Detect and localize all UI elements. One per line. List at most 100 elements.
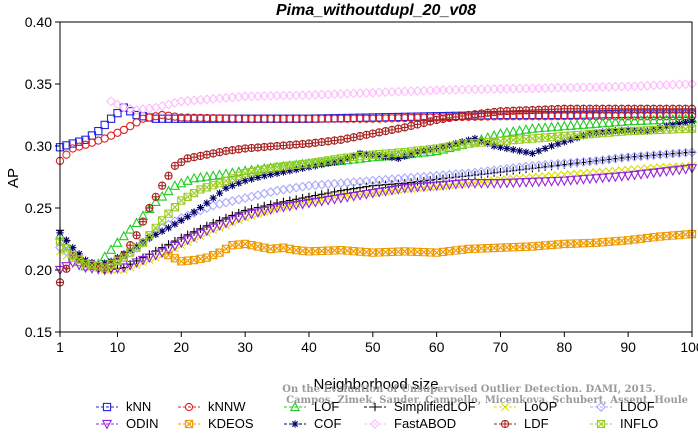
y-tick-label: 0.15	[25, 324, 52, 340]
series-point-cof	[413, 148, 422, 156]
series-point-knnw	[323, 114, 333, 123]
series-point-odin	[169, 241, 181, 252]
series-point-lof	[565, 120, 576, 130]
series-point-knn	[75, 137, 84, 146]
series-point-odin	[514, 178, 525, 189]
series-point-knnw	[311, 114, 320, 123]
series-point-lof	[578, 119, 589, 129]
series-point-odin	[552, 176, 564, 187]
series-point-simplifiedlof	[451, 173, 460, 182]
y-axis: 0.15 0.20 0.25 0.30 0.35 0.40	[25, 14, 60, 340]
series-point-knnw	[189, 113, 199, 122]
series-point-cof	[171, 220, 179, 228]
series-point-lof	[629, 115, 640, 126]
series-point-odin	[374, 187, 385, 198]
series-point-odin	[278, 202, 289, 213]
series-point-lof	[240, 165, 251, 175]
series-point-ldf	[164, 171, 173, 180]
series-point-knn	[151, 114, 160, 123]
series-point-odin	[208, 223, 219, 234]
series-point-cof	[611, 127, 619, 135]
series-point-odin	[463, 179, 474, 189]
series-point-cof	[458, 138, 466, 146]
series-point-knnw	[138, 114, 148, 123]
series-point-lof	[603, 117, 615, 127]
series-point-cof	[547, 142, 556, 150]
series-point-odin	[265, 205, 276, 216]
series-point-cof	[599, 128, 607, 136]
series-point-simplifiedlof	[470, 170, 480, 180]
series-point-ldf	[394, 124, 403, 133]
series-point-ldf	[177, 157, 186, 167]
x-tick-label: 100	[680, 339, 698, 355]
series-point-cof	[190, 208, 198, 216]
series-point-simplifiedlof	[509, 166, 518, 175]
series-point-cof	[292, 165, 300, 174]
series-point-simplifiedlof	[279, 197, 288, 206]
series-point-odin	[667, 166, 678, 177]
series-point-odin	[323, 195, 334, 206]
watermark-line-2: Campos, Zimek, Sander, Campello, Micenko…	[286, 395, 688, 406]
series-point-odin	[476, 179, 487, 189]
series-point-simplifiedlof	[515, 165, 524, 174]
series-point-cof	[298, 164, 307, 172]
series-point-knn	[106, 114, 116, 123]
series-point-odin	[623, 171, 634, 182]
series-point-knnw	[330, 114, 339, 123]
legend-label: LOF	[314, 399, 339, 414]
series-point-lof	[125, 223, 136, 234]
series-point-odin	[457, 179, 468, 190]
legend-item-odin: ODIN	[96, 416, 159, 431]
series-point-lof	[182, 175, 193, 185]
y-tick-label: 0.30	[25, 138, 52, 154]
series-point-cof	[535, 147, 543, 155]
series-point-cof	[228, 182, 236, 190]
series-odin	[54, 164, 698, 276]
series-point-inflo	[138, 238, 148, 247]
series-point-lof	[105, 244, 117, 254]
series-point-cof	[139, 238, 147, 246]
series-point-inflo	[157, 216, 167, 225]
series-point-cof	[267, 170, 275, 179]
series-point-fastabod	[112, 99, 123, 110]
series-point-cof	[158, 227, 166, 235]
series-point-lof	[118, 230, 129, 241]
series-point-odin	[508, 178, 519, 189]
series-point-simplifiedlof	[355, 183, 365, 192]
series-point-odin	[406, 183, 417, 194]
series-point-ldf	[375, 128, 384, 137]
plot-frame	[59, 21, 693, 333]
series-inflo	[55, 124, 697, 272]
x-tick-label: 60	[429, 339, 445, 355]
series-point-odin	[565, 176, 576, 186]
series-point-inflo	[151, 223, 160, 232]
series-point-ldf	[215, 148, 224, 157]
series-point-lof	[214, 169, 225, 179]
series-point-odin	[137, 255, 149, 266]
series-point-odin	[412, 183, 423, 193]
series-point-cof	[279, 168, 288, 176]
series-point-knnw	[406, 113, 416, 123]
series-point-cof	[669, 121, 677, 129]
series-point-knn	[100, 120, 109, 130]
series-point-cof	[235, 179, 243, 187]
series-point-knnw	[355, 114, 365, 123]
series-point-knnw	[177, 113, 186, 122]
series-point-knnw	[266, 114, 275, 123]
series-point-lof	[648, 114, 659, 125]
series-point-odin	[182, 235, 193, 246]
series-point-cof	[350, 152, 358, 160]
series-point-ldf	[343, 134, 352, 143]
series-point-knn	[94, 126, 103, 136]
series-point-cof	[420, 147, 428, 155]
series-point-ldf	[209, 149, 218, 158]
series-point-lof	[131, 217, 142, 228]
series-point-cof	[177, 216, 185, 224]
series-point-cof	[656, 124, 664, 132]
series-point-cof	[624, 126, 632, 134]
legend-marker	[596, 402, 606, 412]
series-point-simplifiedlof	[477, 170, 486, 179]
series-point-knnw	[209, 113, 218, 123]
series-point-knn	[113, 108, 122, 118]
series-ldof	[55, 147, 697, 272]
